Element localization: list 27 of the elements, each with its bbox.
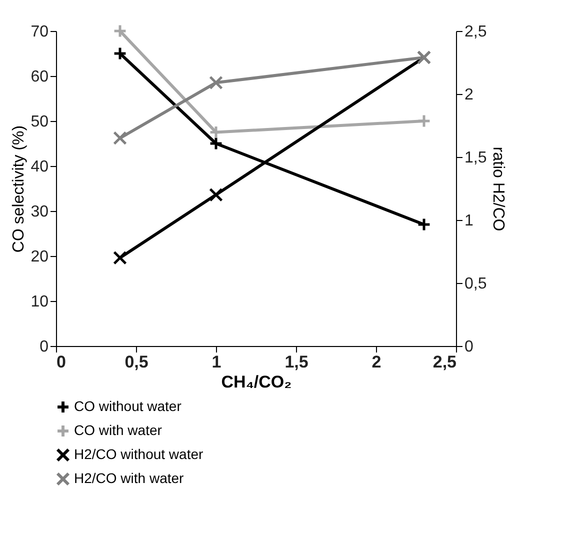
y2-tick-label: 1 — [464, 212, 474, 230]
y2-axis-title: ratio H2/CO — [490, 146, 507, 232]
y2-tick-label: 2,5 — [464, 24, 487, 40]
legend-label: H2/CO without water — [74, 446, 204, 462]
y2-tick-label: 1,5 — [464, 150, 487, 166]
y2-tick-label: 0 — [464, 338, 474, 356]
y-tick-label: 10 — [30, 294, 49, 310]
x-tick-label: 1 — [212, 352, 222, 372]
y-tick-label: 0 — [40, 338, 49, 356]
y-tick-label: 70 — [30, 24, 49, 40]
x-tick-label: 0,5 — [124, 352, 148, 372]
y-tick-label: 50 — [30, 114, 49, 130]
x-tick-label: 0 — [56, 352, 66, 372]
legend-label: CO without water — [74, 398, 182, 414]
y-axis-title: CO selectivity (%) — [10, 125, 28, 253]
legend-label: CO with water — [74, 422, 162, 438]
x-tick-label: 2,5 — [432, 352, 456, 372]
x-tick-label: 1,5 — [284, 352, 308, 372]
y2-tick-label: 2 — [464, 86, 474, 104]
y-tick-label: 30 — [30, 204, 49, 220]
y-tick-label: 20 — [30, 248, 49, 266]
x-tick-label: 2 — [372, 352, 382, 372]
legend-label: H2/CO with water — [74, 470, 184, 486]
x-axis-title: CH₄/CO₂ — [221, 372, 292, 392]
y-tick-label: 60 — [30, 68, 49, 86]
y2-tick-label: 0,5 — [464, 276, 487, 292]
y-tick-label: 40 — [30, 158, 49, 176]
